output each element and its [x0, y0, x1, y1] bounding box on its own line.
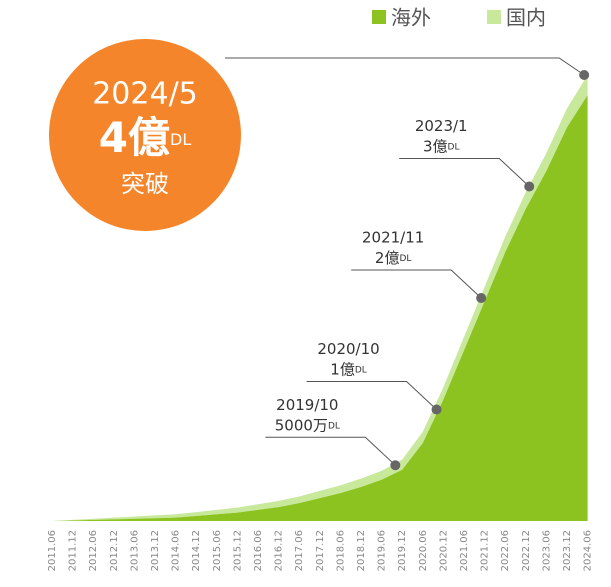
headline-date: 2024/5	[92, 77, 198, 112]
milestone-amount-value: 2億	[375, 249, 400, 267]
milestone-date: 2019/10	[276, 396, 338, 414]
x-tick-label: 2013.06	[129, 530, 140, 571]
x-tick-label: 2018.12	[356, 530, 367, 571]
x-tick-label: 2020.12	[438, 530, 449, 571]
x-tick-label: 2012.12	[109, 530, 120, 571]
milestone-date: 2023/1	[415, 117, 468, 135]
x-tick-label: 2015.06	[212, 530, 223, 571]
x-tick-label: 2020.06	[418, 530, 429, 571]
leader-line	[399, 158, 530, 187]
legend-label: 海外	[391, 6, 431, 30]
milestone-amount-value: 5000万	[275, 416, 328, 434]
x-tick-label: 2017.06	[294, 530, 305, 571]
leader-line	[225, 57, 585, 76]
legend-swatch	[372, 10, 386, 24]
x-tick-label: 2013.12	[150, 530, 161, 571]
x-tick-label: 2022.06	[500, 530, 511, 571]
area	[52, 95, 588, 521]
x-tick-label: 2016.06	[253, 530, 264, 571]
headline-amount: 4億DL	[99, 113, 192, 162]
milestone-amount: 5000万DL	[275, 416, 340, 434]
x-tick-label: 2023.06	[541, 530, 552, 571]
milestone-unit: DL	[328, 421, 340, 431]
x-tick-label: 2011.06	[47, 530, 58, 571]
x-tick-label: 2014.06	[171, 530, 182, 571]
milestone-amount: 2億DL	[375, 249, 412, 267]
x-tick-label: 2019.06	[377, 530, 388, 571]
leader-line	[306, 381, 437, 410]
x-tick-label: 2011.12	[68, 530, 79, 571]
milestone-unit: DL	[399, 254, 411, 264]
leader-line	[351, 269, 482, 299]
headline-unit: DL	[170, 130, 191, 149]
x-tick-label: 2012.06	[88, 530, 99, 571]
x-tick-label: 2024.06	[583, 530, 594, 571]
headline-note: 突破	[121, 170, 169, 198]
milestone-amount-value: 3億	[423, 137, 448, 155]
x-tick-label: 2014.12	[191, 530, 202, 571]
headline-amount-value: 4億	[99, 113, 170, 162]
leader-line	[265, 436, 396, 466]
milestone-unit: DL	[355, 365, 367, 375]
legend-label: 国内	[506, 6, 546, 30]
milestone-date: 2021/11	[362, 229, 424, 247]
milestone-unit: DL	[448, 142, 460, 152]
x-tick-label: 2017.12	[315, 530, 326, 571]
x-tick-label: 2022.12	[521, 530, 532, 571]
milestone-point	[476, 293, 487, 303]
x-tick-label: 2023.12	[562, 530, 573, 571]
milestone-point	[579, 70, 590, 80]
headline-badge	[49, 39, 241, 231]
milestone-amount-value: 1億	[330, 360, 355, 378]
milestone-amount: 1億DL	[330, 360, 367, 378]
x-tick-label: 2021.12	[480, 530, 491, 571]
legend-swatch	[487, 10, 501, 24]
milestone-point	[390, 460, 401, 471]
x-tick-label: 2015.12	[232, 530, 243, 571]
milestone-point	[431, 404, 442, 415]
x-tick-label: 2016.12	[274, 530, 285, 571]
milestone-date: 2020/10	[317, 340, 379, 358]
milestone-point	[524, 181, 535, 192]
x-tick-label: 2021.06	[459, 530, 470, 571]
x-tick-label: 2019.12	[397, 530, 408, 571]
milestone-amount: 3億DL	[423, 137, 460, 155]
x-tick-label: 2018.06	[335, 530, 346, 571]
